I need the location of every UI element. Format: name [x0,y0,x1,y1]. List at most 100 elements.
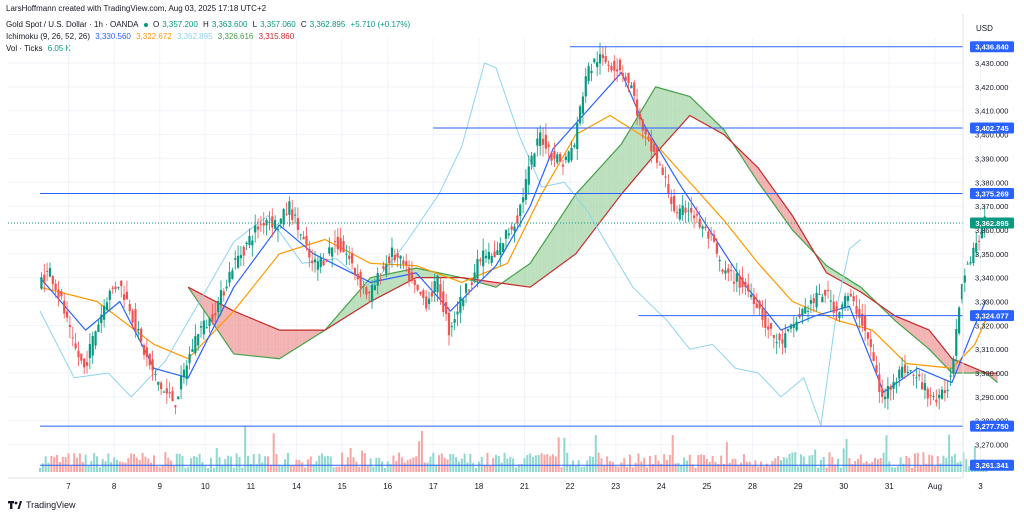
candle-body [741,277,744,288]
volume-bar [845,438,848,472]
candle-body [604,55,607,63]
volume-bar [261,462,264,472]
candle [142,343,146,360]
volume-bar [358,467,361,472]
ichimoku-legend[interactable]: Ichimoku (9, 26, 52, 26) 3,330.560 3,322… [6,31,297,42]
volume-bar [315,461,318,472]
volume-bar [170,460,173,472]
cloud-segment [610,153,613,210]
volume-bar [295,459,298,472]
cloud-segment [430,271,434,278]
volume-bar [597,452,600,472]
cloud-segment [592,172,596,232]
tradingview-brand[interactable]: TradingView [8,500,76,510]
cloud-segment [287,330,291,354]
candle [63,293,66,319]
volume-bar [366,466,369,472]
candle [792,316,795,338]
cloud-segment [675,92,679,132]
symbol-legend: Gold Spot / U.S. Dollar · 1h · OANDA O 3,… [6,19,413,30]
candle-body [901,366,904,378]
candle-body [165,388,168,394]
cloud-segment [721,127,724,135]
candle-body [365,287,368,295]
candle [402,256,405,270]
candle [690,196,693,223]
volume-bar [500,462,503,472]
volume-bar [133,454,136,472]
volume-bar [854,461,857,472]
candle [915,366,918,389]
volume-bar [965,459,968,472]
candle [507,227,510,239]
candle [359,269,362,298]
candle-body [866,332,870,339]
time-tick-label: 9 [157,482,162,491]
candle [405,254,408,272]
volume-bar [435,464,438,472]
candle [949,368,952,386]
candle-body [641,119,644,131]
volume-bar [150,462,153,472]
candle [43,263,46,292]
volume-bar [398,452,401,472]
candle [242,245,245,266]
volume-bar [192,456,195,472]
candle [883,388,887,409]
volume-bar [720,455,723,472]
candle [533,152,536,168]
candle-body [653,144,656,152]
cloud-segment [350,297,354,315]
candle-body [524,179,528,200]
ohlc-close-label: C [300,20,307,29]
candle-body [701,226,704,229]
candle [328,237,331,256]
volume-bar [617,466,620,472]
candle [886,377,889,410]
symbol-title[interactable]: Gold Spot / U.S. Dollar · 1h · OANDA [6,20,139,29]
candle-body [194,336,197,354]
candle [650,129,653,164]
candle [521,187,525,214]
volume-bar [953,453,956,472]
cloud-segment [709,115,713,129]
candle-body [684,207,687,213]
candle [502,242,505,255]
candle-body [54,283,57,290]
cloud-segment [515,271,519,286]
candle [741,266,744,294]
candle [849,288,852,297]
price-tick-label: 3,350.000 [975,250,1008,259]
candle-body [108,290,111,300]
volume-bar [78,453,81,472]
volume-bar [603,465,606,472]
volume-bar [301,462,304,472]
candle-body [507,233,510,236]
cloud-segment [555,220,559,269]
volume-bar [415,456,418,472]
candle-body [570,147,573,161]
cloud-segment [561,211,565,265]
candle-body [225,286,228,289]
volume-bar [842,448,845,472]
cloud-segment [601,162,605,221]
candle [134,302,137,338]
candle-body [963,275,966,283]
candle-body [442,291,445,313]
time-tick-label: 11 [247,482,256,491]
candle [564,153,567,164]
volume-bar [178,453,181,472]
candle [464,283,468,304]
volume-bar [574,465,577,472]
candle [596,51,599,76]
volume-bar [648,455,651,472]
time-tick-label: Aug [928,482,942,491]
cloud-segment [917,325,921,343]
candle [365,285,368,300]
candle [553,142,556,168]
leading-span-a-line [187,86,998,384]
candle [601,46,604,66]
volume-legend[interactable]: Vol · Ticks 6.05 K [6,43,74,54]
candle-body [675,212,679,214]
